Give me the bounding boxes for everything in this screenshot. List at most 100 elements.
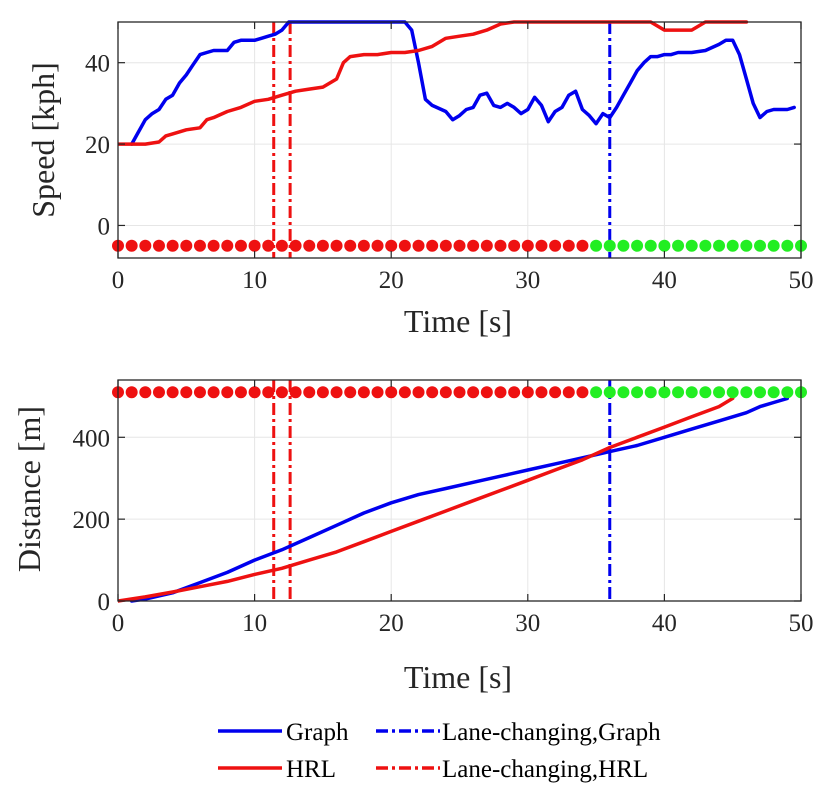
distance-red-marker <box>262 386 275 399</box>
distance-y-tick-label: 400 <box>73 425 111 452</box>
distance-red-marker <box>412 386 425 399</box>
speed-green-marker <box>754 239 767 252</box>
speed-red-marker <box>221 239 234 252</box>
distance-green-marker <box>767 386 780 399</box>
distance-red-marker <box>562 386 575 399</box>
legend: Graph Lane-changing,Graph HRL Lane-chang… <box>218 719 661 783</box>
speed-red-marker <box>303 239 316 252</box>
distance-marker-strip <box>112 386 807 399</box>
distance-axes-frame <box>117 379 802 602</box>
distance-red-marker <box>289 386 302 399</box>
distance-red-marker <box>508 386 521 399</box>
speed-plot-area <box>118 20 796 258</box>
distance-red-marker <box>480 386 493 399</box>
speed-red-marker <box>316 239 329 252</box>
distance-red-marker <box>330 386 343 399</box>
distance-series-hrl <box>118 396 735 603</box>
distance-series-graph <box>129 396 790 603</box>
distance-green-marker <box>685 386 698 399</box>
distance-green-marker <box>658 386 671 399</box>
distance-plot-area <box>118 380 790 603</box>
distance-green-marker <box>713 386 726 399</box>
distance-plot-marks <box>112 380 807 603</box>
speed-red-marker <box>139 239 152 252</box>
distance-red-marker <box>275 386 288 399</box>
speed-green-marker <box>672 239 685 252</box>
distance-x-tick-label: 0 <box>112 610 125 637</box>
distance-green-marker <box>740 386 753 399</box>
speed-green-marker <box>781 239 794 252</box>
speed-red-marker <box>480 239 493 252</box>
speed-red-marker <box>357 239 370 252</box>
speed-red-marker <box>467 239 480 252</box>
distance-y-tick-label: 200 <box>73 507 111 534</box>
speed-y-tick-label: 0 <box>98 213 111 240</box>
distance-green-marker <box>644 386 657 399</box>
distance-red-marker <box>385 386 398 399</box>
speed-series-hrl <box>118 20 749 146</box>
distance-red-marker <box>125 386 138 399</box>
speed-green-marker <box>631 239 644 252</box>
speed-green-marker <box>767 239 780 252</box>
distance-green-marker <box>590 386 603 399</box>
speed-red-marker <box>166 239 179 252</box>
speed-red-marker <box>412 239 425 252</box>
legend-hrl-label: HRL <box>286 756 336 783</box>
distance-red-marker <box>207 386 220 399</box>
speed-x-ticks: 0 10 20 30 40 50 <box>112 22 814 294</box>
distance-red-marker <box>316 386 329 399</box>
speed-red-marker <box>289 239 302 252</box>
distance-red-marker <box>139 386 152 399</box>
legend-graph-label: Graph <box>286 719 349 746</box>
speed-red-marker <box>385 239 398 252</box>
speed-marker-strip <box>112 239 807 252</box>
distance-red-marker <box>453 386 466 399</box>
distance-red-marker <box>221 386 234 399</box>
speed-green-marker <box>644 239 657 252</box>
speed-red-marker <box>439 239 452 252</box>
speed-gridlines <box>117 22 802 258</box>
distance-red-marker <box>549 386 562 399</box>
speed-red-marker <box>371 239 384 252</box>
speed-red-marker <box>262 239 275 252</box>
distance-green-marker <box>754 386 767 399</box>
distance-red-marker <box>152 386 165 399</box>
distance-red-marker <box>193 386 206 399</box>
speed-red-marker <box>152 239 165 252</box>
speed-red-marker <box>193 239 206 252</box>
speed-green-marker <box>726 239 739 252</box>
distance-green-marker <box>699 386 712 399</box>
distance-x-tick-label: 10 <box>242 610 267 637</box>
distance-red-marker <box>248 386 261 399</box>
distance-x-tick-label: 20 <box>379 610 404 637</box>
distance-x-tick-label: 50 <box>789 610 814 637</box>
speed-red-marker <box>234 239 247 252</box>
distance-red-marker <box>180 386 193 399</box>
distance-x-ticks: 0 10 20 30 40 50 <box>112 380 814 637</box>
distance-y-tick-label: 0 <box>98 589 111 616</box>
distance-red-marker <box>439 386 452 399</box>
speed-x-tick-label: 20 <box>379 267 404 294</box>
speed-chart: 0 10 20 30 40 50 0 20 40 Time [s] Speed [kph] <box>25 20 814 339</box>
distance-red-marker <box>357 386 370 399</box>
distance-red-marker <box>467 386 480 399</box>
distance-green-marker <box>617 386 630 399</box>
distance-x-tick-label: 40 <box>652 610 677 637</box>
distance-red-marker <box>576 386 589 399</box>
speed-green-marker <box>603 239 616 252</box>
speed-red-marker <box>207 239 220 252</box>
speed-x-tick-label: 30 <box>515 267 540 294</box>
distance-x-tick-label: 30 <box>515 610 540 637</box>
speed-red-marker <box>330 239 343 252</box>
speed-red-marker <box>248 239 261 252</box>
speed-green-marker <box>617 239 630 252</box>
speed-red-marker <box>494 239 507 252</box>
speed-red-marker <box>562 239 575 252</box>
speed-red-marker <box>508 239 521 252</box>
distance-red-marker <box>426 386 439 399</box>
distance-red-marker <box>344 386 357 399</box>
speed-y-axis-label: Speed [kph] <box>25 62 61 218</box>
speed-series-graph <box>129 20 796 146</box>
speed-red-marker <box>521 239 534 252</box>
